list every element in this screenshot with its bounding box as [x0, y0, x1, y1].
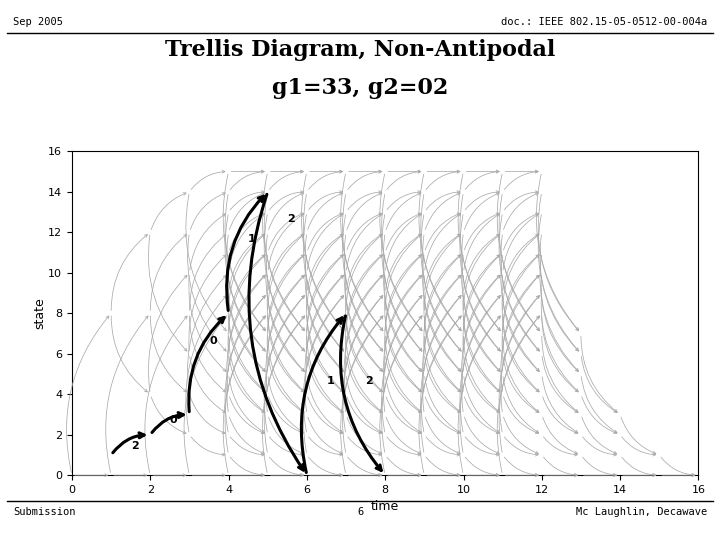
Text: g1=33, g2=02: g1=33, g2=02: [272, 77, 448, 99]
Text: Submission: Submission: [13, 507, 76, 517]
Text: Trellis Diagram, Non-Antipodal: Trellis Diagram, Non-Antipodal: [165, 39, 555, 61]
Text: 2: 2: [366, 376, 374, 386]
Text: doc.: IEEE 802.15-05-0512-00-004a: doc.: IEEE 802.15-05-0512-00-004a: [501, 17, 707, 28]
X-axis label: time: time: [371, 501, 400, 514]
Y-axis label: state: state: [34, 298, 47, 329]
Text: 1: 1: [248, 234, 256, 244]
Text: 6: 6: [357, 507, 363, 517]
Text: 0: 0: [170, 415, 178, 424]
Text: 2: 2: [287, 214, 295, 224]
Text: 1: 1: [326, 376, 334, 386]
Text: 2: 2: [131, 441, 138, 451]
Text: 0: 0: [209, 335, 217, 346]
Text: Sep 2005: Sep 2005: [13, 17, 63, 28]
Text: Mc Laughlin, Decawave: Mc Laughlin, Decawave: [576, 507, 707, 517]
